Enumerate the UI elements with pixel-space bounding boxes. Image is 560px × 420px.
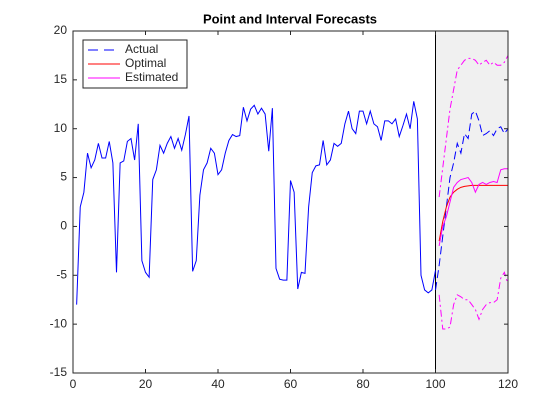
y-tick-label: 0 xyxy=(60,219,67,233)
x-tick-label: 60 xyxy=(284,377,298,391)
x-tick-label: 0 xyxy=(70,377,77,391)
legend-label: Optimal xyxy=(125,56,166,70)
series-line xyxy=(438,55,509,198)
series-line xyxy=(438,168,508,247)
x-tick-label: 120 xyxy=(498,377,518,391)
x-tick-label: 20 xyxy=(139,377,153,391)
series-line xyxy=(438,271,509,330)
legend-label: Actual xyxy=(125,42,158,56)
y-tick-label: 15 xyxy=(54,72,68,86)
x-tick-label: 40 xyxy=(211,377,225,391)
y-tick-label: -10 xyxy=(50,316,68,330)
y-tick-label: -15 xyxy=(50,365,68,379)
series-line xyxy=(76,101,436,305)
y-tick-label: -5 xyxy=(56,267,67,281)
x-tick-label: 80 xyxy=(356,377,370,391)
forecast-region xyxy=(435,30,509,374)
y-tick-label: 20 xyxy=(54,23,68,37)
x-tick-label: 100 xyxy=(425,377,445,391)
y-tick-label: 5 xyxy=(60,170,67,184)
chart-title: Point and Interval Forecasts xyxy=(203,11,377,26)
legend-label: Estimated xyxy=(125,70,178,84)
series-line xyxy=(435,110,509,291)
series-line xyxy=(438,184,508,242)
y-tick-label: 10 xyxy=(54,121,68,135)
